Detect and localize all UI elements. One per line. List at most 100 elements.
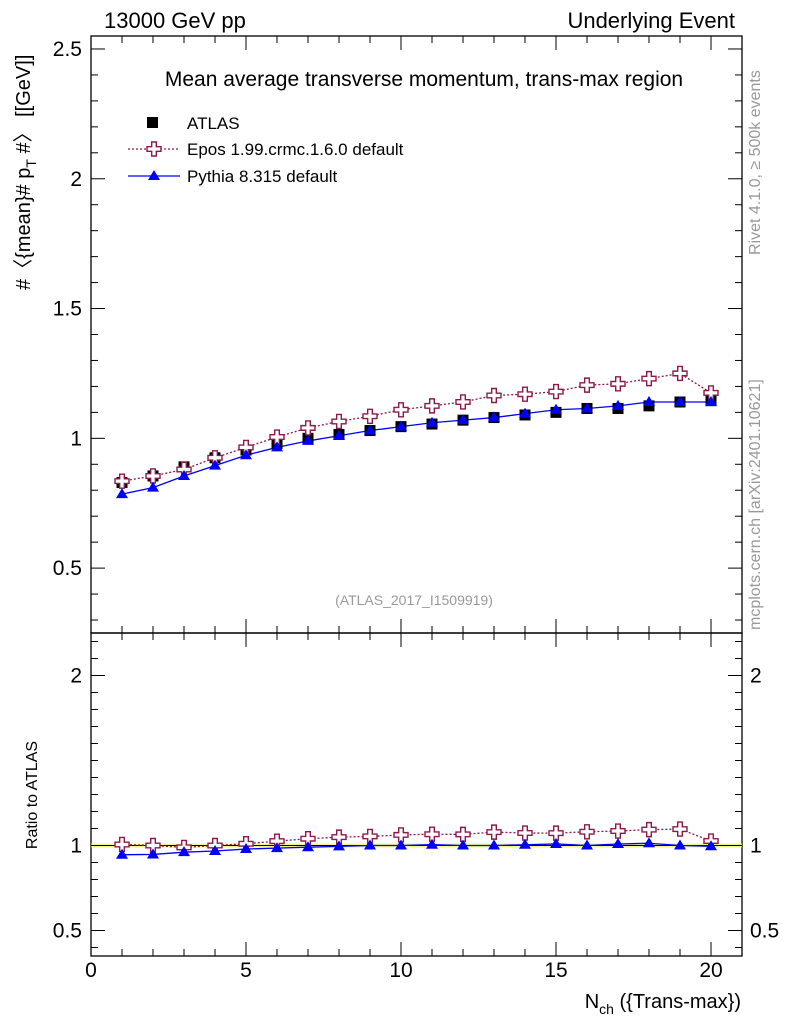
pythia-ratio-point [240, 843, 252, 854]
pythia-ratio-point [643, 837, 655, 848]
y-tick-label: 1.5 [53, 298, 82, 321]
legend-epos-label: Epos 1.99.crmc.1.6.0 default [187, 140, 404, 159]
ratio-axis-title: Ratio to ATLAS [24, 741, 41, 849]
epos-point [610, 376, 626, 392]
epos-ratio-point [641, 821, 657, 838]
pythia-point [333, 429, 345, 440]
pythia-point [643, 395, 655, 406]
epos-point [393, 402, 409, 418]
epos-point [579, 377, 595, 393]
legend-entry-atlas: ATLAS [147, 114, 240, 133]
ratio-plot-frame [90, 632, 743, 957]
pythia-point [581, 402, 593, 413]
ratio-tick-label-right: 2 [750, 665, 762, 688]
pythia-point [302, 434, 314, 445]
legend-atlas-marker [147, 117, 158, 128]
pythia-point [426, 416, 438, 427]
pythia-ratio-point [178, 846, 190, 857]
legend-pythia-marker [148, 170, 160, 180]
legend-epos-marker [146, 141, 162, 157]
epos-point [424, 398, 440, 414]
pythia-ratio-point [581, 839, 593, 850]
x-tick-label: 20 [699, 959, 722, 982]
legend-entry-pythia: Pythia 8.315 default [128, 167, 338, 186]
pythia-point [116, 488, 128, 499]
reference-label: (ATLAS_2017_I1509919) [335, 592, 493, 608]
ratio-tick-label-left: 0.5 [53, 920, 82, 943]
pythia-ratio-point [519, 838, 531, 849]
pythia-ratio-point [705, 840, 717, 851]
pythia-ratio-point [488, 839, 500, 850]
pythia-ratio-point [271, 842, 283, 853]
main-y-tick-labels: 0.5 1 1.5 2 2.5 [53, 38, 82, 580]
ratio-y-tick-labels: 0.5 1 2 0.5 1 2 [53, 665, 779, 943]
y-tick-label: 2 [70, 168, 82, 191]
epos-ratio-point [579, 824, 595, 840]
main-axis-ticks [90, 36, 743, 633]
ratio-tick-label-right: 0.5 [750, 920, 779, 943]
x-tick-label: 5 [240, 959, 252, 982]
ratio-tick-label-left: 1 [70, 835, 82, 858]
y-axis-title-main: #〈{mean}# p [13, 168, 35, 290]
y-axis-title-tail: #〉 [[GeV]] [13, 55, 35, 159]
y-tick-label: 1 [70, 427, 82, 450]
pythia-point [488, 411, 500, 422]
pythia-ratio-point [116, 848, 128, 859]
legend-pythia-label: Pythia 8.315 default [187, 167, 338, 186]
pythia-point [705, 395, 717, 406]
epos-point [455, 394, 471, 410]
pythia-ratio-line [121, 842, 712, 856]
epos-point [672, 365, 688, 382]
pythia-point [209, 459, 221, 470]
epos-ratio-point [424, 826, 440, 842]
epos-point [362, 408, 378, 424]
pythia-point [147, 481, 159, 492]
epos-ratio-point [486, 824, 502, 840]
x-axis-title-sub: ch [599, 1001, 614, 1017]
x-axis-title-tail: ({Trans-max}) [614, 991, 741, 1013]
mcplots-label: mcplots.cern.ch [arXiv:2401.10621] [747, 379, 764, 630]
legend: ATLAS Epos 1.99.crmc.1.6.0 default Pythi… [128, 114, 404, 186]
epos-point [641, 370, 657, 387]
epos-point [486, 387, 502, 404]
pythia-point [240, 449, 252, 460]
x-tick-labels: 0 5 10 15 20 [85, 959, 723, 982]
pythia-ratio-point [457, 839, 469, 850]
pythia-point [271, 441, 283, 452]
pythia-ratio-point [674, 839, 686, 850]
rivet-version-label: Rivet 4.1.0, ≥ 500k events [747, 70, 764, 255]
pythia-point [364, 424, 376, 435]
legend-atlas-label: ATLAS [187, 114, 240, 133]
pythia-point [674, 395, 686, 406]
header-left-label: 13000 GeV pp [104, 8, 246, 33]
epos-point [548, 383, 564, 400]
epos-point [517, 386, 533, 402]
x-tick-label: 0 [85, 959, 97, 982]
pythia-point [457, 414, 469, 425]
pythia-point [612, 399, 624, 410]
x-tick-label: 10 [389, 959, 412, 982]
pythia-point [550, 403, 562, 414]
ratio-tick-label-right: 1 [750, 835, 762, 858]
y-axis-title: #〈{mean}# pT #〉 [[GeV]] [13, 55, 39, 290]
epos-point [300, 420, 316, 436]
pythia-ratio-point [612, 837, 624, 848]
pythia-ratio-point [333, 840, 345, 851]
pythia-ratio-point [550, 837, 562, 848]
epos-point [114, 473, 130, 489]
pythia-point [178, 469, 190, 480]
y-axis-title-sub: T [23, 159, 39, 168]
x-axis-title: Nch ({Trans-max}) [585, 991, 741, 1017]
ratio-series-layer [91, 821, 742, 859]
epos-ratio-point [610, 823, 626, 839]
epos-ratio-point [517, 825, 533, 841]
epos-point [269, 429, 285, 445]
plot-title: Mean average transverse momentum, trans-… [165, 68, 683, 91]
main-plot-panel: 0.5 1 1.5 2 2.5 Mean average transverse mome… [53, 35, 743, 634]
pythia-ratio-point [395, 839, 407, 850]
pythia-ratio-point [426, 838, 438, 849]
epos-point [331, 413, 347, 430]
y-tick-label: 2.5 [53, 38, 82, 61]
epos-ratio-point [672, 821, 688, 837]
